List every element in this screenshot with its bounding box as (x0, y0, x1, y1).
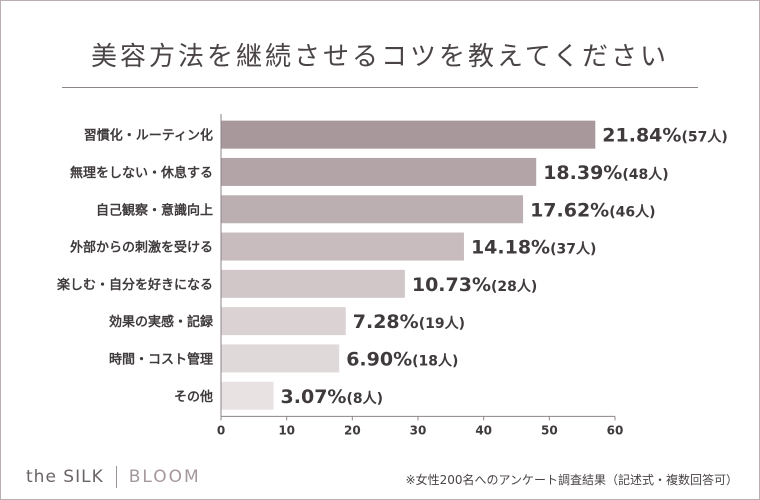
category-label: 効果の実感・記録 (109, 314, 214, 330)
category-label: 習慣化・ルーティン化 (84, 128, 213, 144)
x-tick-label: 10 (278, 423, 295, 437)
data-label-count: (37人) (550, 241, 596, 258)
category-label: 楽しむ・自分を好きになる (56, 277, 213, 293)
data-label: 21.84%(57人) (602, 125, 727, 147)
chart-title: 美容方法を継続させるコツを教えてください (91, 42, 669, 72)
x-tick-label: 40 (475, 423, 492, 437)
bar (221, 344, 340, 373)
brand-separator (115, 466, 117, 488)
x-tick-label: 30 (410, 423, 427, 437)
category-label: 時間・コスト管理 (109, 351, 213, 367)
data-label-count: (46人) (609, 203, 655, 220)
x-tick-label: 50 (541, 423, 558, 437)
bar (221, 307, 346, 336)
category-label: 無理をしない・休息する (70, 165, 213, 181)
category-label: その他 (174, 389, 213, 405)
data-label-percent: 6.90% (346, 348, 412, 370)
data-label-count: (48人) (622, 166, 668, 183)
data-label: 3.07%(8人) (281, 386, 383, 408)
data-label-count: (19人) (419, 315, 465, 332)
data-label-count: (18人) (412, 352, 458, 369)
data-label: 18.39%(48人) (543, 162, 668, 184)
bar (221, 232, 464, 261)
data-label-percent: 21.84% (602, 125, 681, 147)
data-label-percent: 18.39% (543, 162, 622, 184)
data-label: 17.62%(46人) (530, 199, 655, 221)
data-label: 7.28%(19人) (353, 311, 465, 333)
data-label-percent: 14.18% (471, 237, 550, 259)
x-tick-label: 20 (344, 423, 361, 437)
bar (221, 120, 596, 149)
brand-name-right: BLOOM (128, 467, 201, 487)
x-tick-label: 60 (607, 423, 624, 437)
data-label-count: (57人) (681, 129, 727, 146)
data-label-percent: 7.28% (353, 311, 419, 333)
data-label-percent: 17.62% (530, 199, 609, 221)
bar (221, 195, 524, 224)
data-label-count: (8人) (346, 390, 383, 407)
data-label: 6.90%(18人) (346, 348, 458, 370)
data-label: 14.18%(37人) (471, 237, 596, 259)
data-label-percent: 3.07% (281, 386, 347, 408)
x-tick-label: 0 (217, 423, 225, 437)
category-label: 外部からの刺激を受ける (69, 240, 213, 256)
data-label: 10.73%(28人) (412, 274, 537, 296)
category-label: 自己観察・意識向上 (96, 202, 213, 218)
title-divider (62, 87, 698, 88)
data-label-count: (28人) (491, 278, 537, 295)
bar (221, 381, 274, 410)
bar (221, 157, 537, 186)
data-label-percent: 10.73% (412, 274, 491, 296)
brand-name-left: the SILK (26, 467, 104, 487)
brand-logo: the SILK BLOOM (26, 466, 201, 488)
survey-note: ※女性200名へのアンケート調査結果（記述式・複数回答可） (405, 473, 738, 487)
bar (221, 269, 405, 298)
